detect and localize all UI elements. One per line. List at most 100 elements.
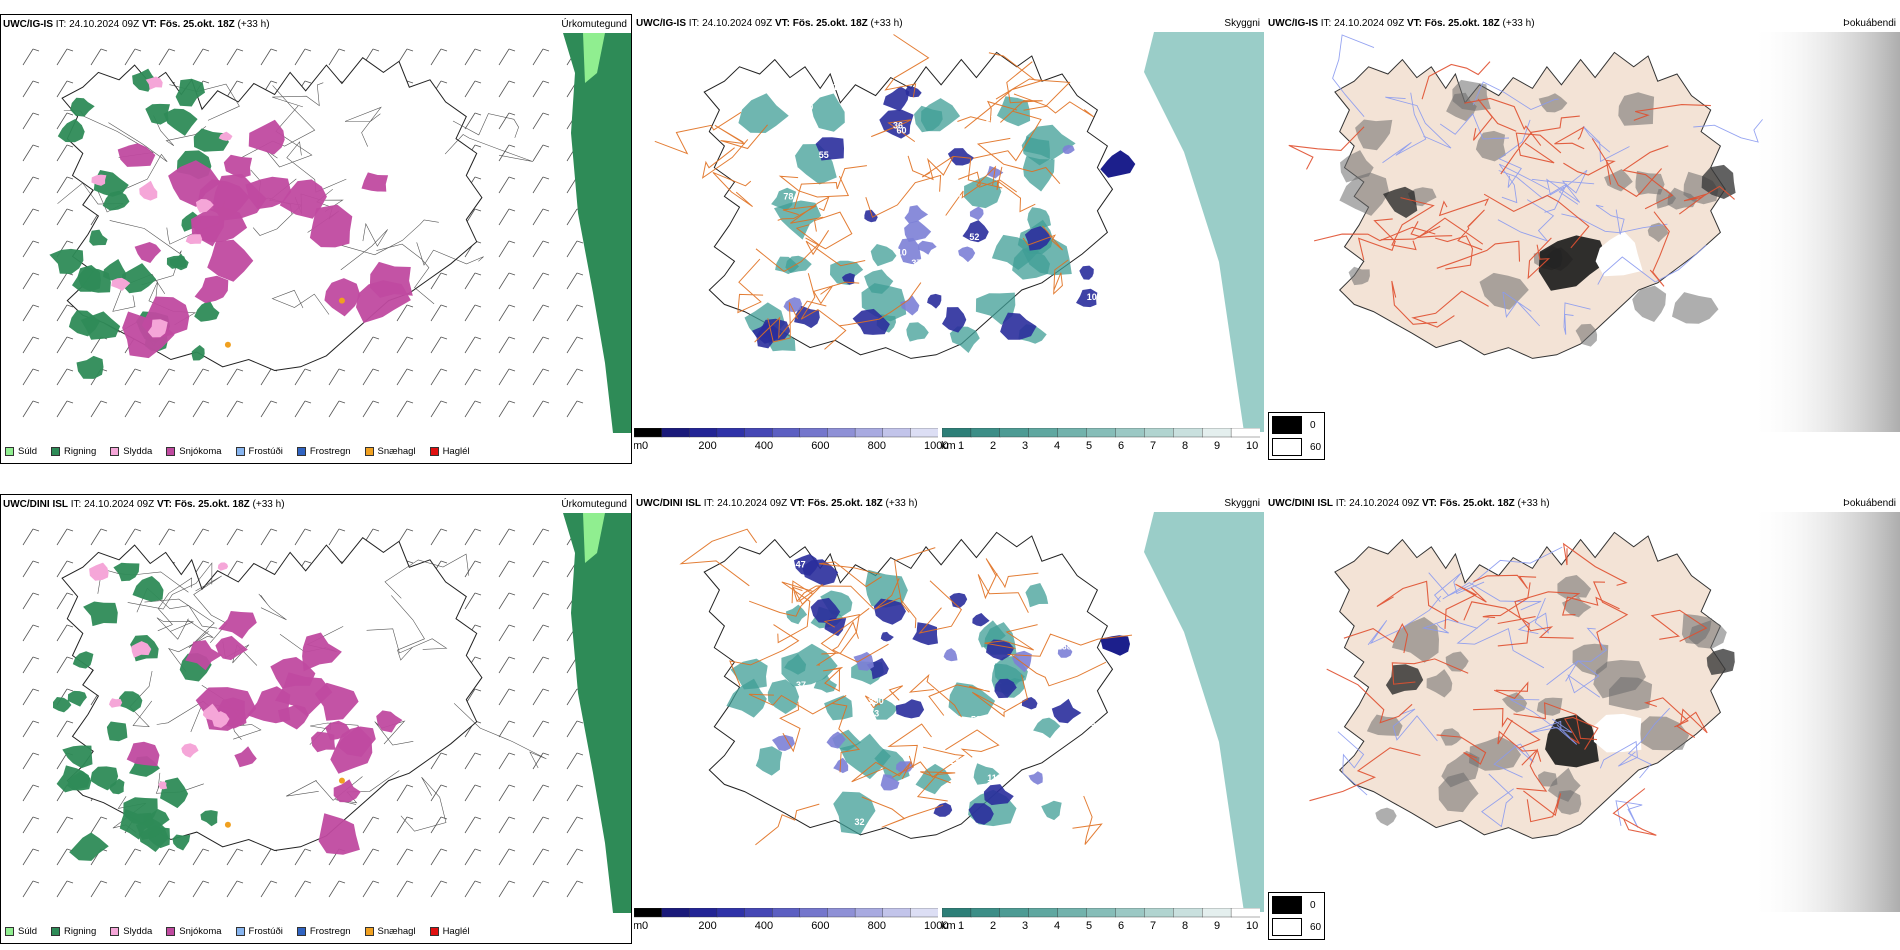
- cloud-base-label: 52: [969, 232, 979, 242]
- colorbar-tick: 2: [990, 920, 997, 932]
- init-time-label: IT:: [1318, 18, 1335, 29]
- cloud-base-label: 69: [727, 750, 737, 760]
- forecast-header: UWC/DINI ISL IT: 24.10.2024 09Z VT: Fös.…: [1268, 498, 1550, 509]
- legend-swatch: [110, 927, 120, 936]
- visibility-panel: UWC/DINI ISL IT: 24.10.2024 09Z VT: Fös.…: [634, 494, 1264, 944]
- valid-time-label: VT:: [1404, 18, 1425, 29]
- legend-item: Haglél: [429, 446, 470, 457]
- legend-label: Rigning: [64, 446, 97, 457]
- fog-index-map: [1309, 512, 1900, 912]
- cloud-base-label: 40: [803, 102, 813, 112]
- cloud-base-label: 16: [1039, 570, 1049, 580]
- legend-swatch: [364, 927, 374, 936]
- precip-legend: Súld Rigning Slydda Snjókoma Frostúði Frostre…: [5, 446, 470, 457]
- cloud-base-label: 37: [911, 258, 921, 268]
- precip-legend: Súld Rigning Slydda Snjókoma Frostúði Frostre…: [5, 926, 470, 937]
- legend-item: Frostúði: [235, 446, 283, 457]
- cloud-base-colorbar: m 0 200 400 600 800 1000: [634, 428, 948, 456]
- lead-time: (+33 h): [867, 18, 903, 29]
- legend-label: Rigning: [64, 926, 97, 937]
- legend-item: 0: [1272, 896, 1321, 914]
- legend-label: Snjókoma: [179, 446, 222, 457]
- valid-time: Fös. 25.okt. 18Z: [807, 498, 883, 509]
- legend-swatch: [51, 447, 61, 456]
- colorbar-tick: 4: [1054, 920, 1061, 932]
- colorbar-tick: 3: [1022, 920, 1029, 932]
- cloud-base-label: 71: [828, 82, 838, 92]
- legend-swatch: [51, 927, 61, 936]
- fog-index-legend: 0 60: [1268, 892, 1326, 940]
- legend-item: 60: [1272, 918, 1321, 936]
- legend-label: 60: [1310, 921, 1322, 933]
- colorbar-tick: 6: [1118, 440, 1125, 452]
- cloud-base-label: 37: [796, 680, 806, 690]
- lead-time: (+33 h): [249, 499, 285, 510]
- legend-item: Haglél: [429, 926, 470, 937]
- init-time: 24.10.2024 09Z: [84, 499, 155, 510]
- cloud-base-label: 86: [1091, 765, 1101, 775]
- cloud-base-label: 93: [831, 290, 841, 300]
- colorbar-tick: 400: [754, 920, 774, 932]
- legend-label: Haglél: [442, 446, 470, 457]
- cloud-base-label: 112: [987, 773, 1002, 783]
- colorbar-tick: 1: [958, 920, 965, 932]
- valid-time: Fös. 25.okt. 18Z: [159, 19, 235, 30]
- cloud-base-label: 72: [728, 762, 738, 772]
- colorbar-tick: 1000: [924, 920, 949, 932]
- legend-swatch: [296, 447, 306, 456]
- valid-time: Fös. 25.okt. 18Z: [174, 499, 250, 510]
- init-time: 24.10.2024 09Z: [1349, 498, 1420, 509]
- legend-label: Snjókoma: [179, 926, 222, 937]
- fog-index-panel: UWC/IG-IS IT: 24.10.2024 09Z VT: Fös. 25…: [1266, 14, 1900, 464]
- valid-time: Fös. 25.okt. 18Z: [1439, 498, 1515, 509]
- legend-swatch: [296, 927, 306, 936]
- init-time-label: IT:: [701, 498, 718, 509]
- forecast-header: UWC/IG-IS IT: 24.10.2024 09Z VT: Fös. 25…: [3, 19, 270, 30]
- colorbar-tick: 200: [698, 440, 717, 452]
- visibility-map: 92 390 86 75 118 72 131 37 64 69 286 16 42 58 47 168 112…: [679, 512, 1264, 912]
- legend-item: Slydda: [110, 446, 152, 457]
- forecast-header: UWC/DINI ISL IT: 24.10.2024 09Z VT: Fös.…: [636, 498, 918, 509]
- cloud-base-label: 390: [869, 696, 884, 706]
- panel-title: Úrkomutegund: [561, 19, 627, 30]
- legend-swatch: [1272, 918, 1302, 936]
- precip-type-panel: UWC/DINI ISL IT: 24.10.2024 09Z VT: Fös.…: [0, 494, 632, 944]
- legend-swatch: [1272, 438, 1302, 456]
- fog-index-panel: UWC/DINI ISL IT: 24.10.2024 09Z VT: Fös.…: [1266, 494, 1900, 944]
- legend-item: Snjókoma: [166, 926, 222, 937]
- legend-swatch: [5, 927, 14, 936]
- legend-label: Snæhagl: [377, 446, 416, 457]
- colorbar-tick: 2: [990, 440, 997, 452]
- colorbar-tick: 9: [1214, 440, 1221, 452]
- colorbar-tick: 800: [867, 440, 886, 452]
- colorbar-tick: 600: [811, 920, 830, 932]
- legend-swatch: [5, 447, 14, 456]
- colorbar-tick: 8: [1182, 440, 1189, 452]
- init-time: 24.10.2024 09Z: [717, 498, 788, 509]
- cloud-base-label: 168: [1057, 641, 1072, 651]
- legend-label: Frostregn: [309, 446, 351, 457]
- colorbar-tick: 600: [811, 440, 830, 452]
- colorbar-tick: 1: [958, 440, 965, 452]
- colorbar-unit: m: [634, 920, 643, 932]
- legend-item: 0: [1272, 416, 1321, 434]
- cloud-base-label: 75: [731, 610, 741, 620]
- legend-swatch: [110, 447, 120, 456]
- legend-label: Frostúði: [248, 926, 283, 937]
- visibility-map: 46 62 65 81 52 78 36 168 105 93 40 55 10 37 60 71 11 94 22…: [654, 32, 1264, 432]
- legend-label: Snæhagl: [377, 926, 416, 937]
- fog-index-map: [1288, 32, 1900, 432]
- cloud-base-label: 42: [981, 682, 991, 692]
- colorbar-tick: 10: [1246, 440, 1259, 452]
- cloud-base-label: 22: [755, 154, 765, 164]
- forecast-header: UWC/IG-IS IT: 24.10.2024 09Z VT: Fös. 25…: [636, 18, 903, 29]
- colorbar-tick: 8: [1182, 920, 1189, 932]
- colorbar-tick: 3: [1022, 440, 1029, 452]
- legend-label: Frostregn: [309, 926, 351, 937]
- legend-item: Snæhagl: [364, 926, 416, 937]
- legend-label: Haglél: [442, 926, 470, 937]
- colorbar-tick: 6: [1118, 920, 1125, 932]
- init-time: 24.10.2024 09Z: [702, 18, 773, 29]
- colorbar-tick: 5: [1086, 920, 1093, 932]
- colorbar-tick: 7: [1150, 920, 1157, 932]
